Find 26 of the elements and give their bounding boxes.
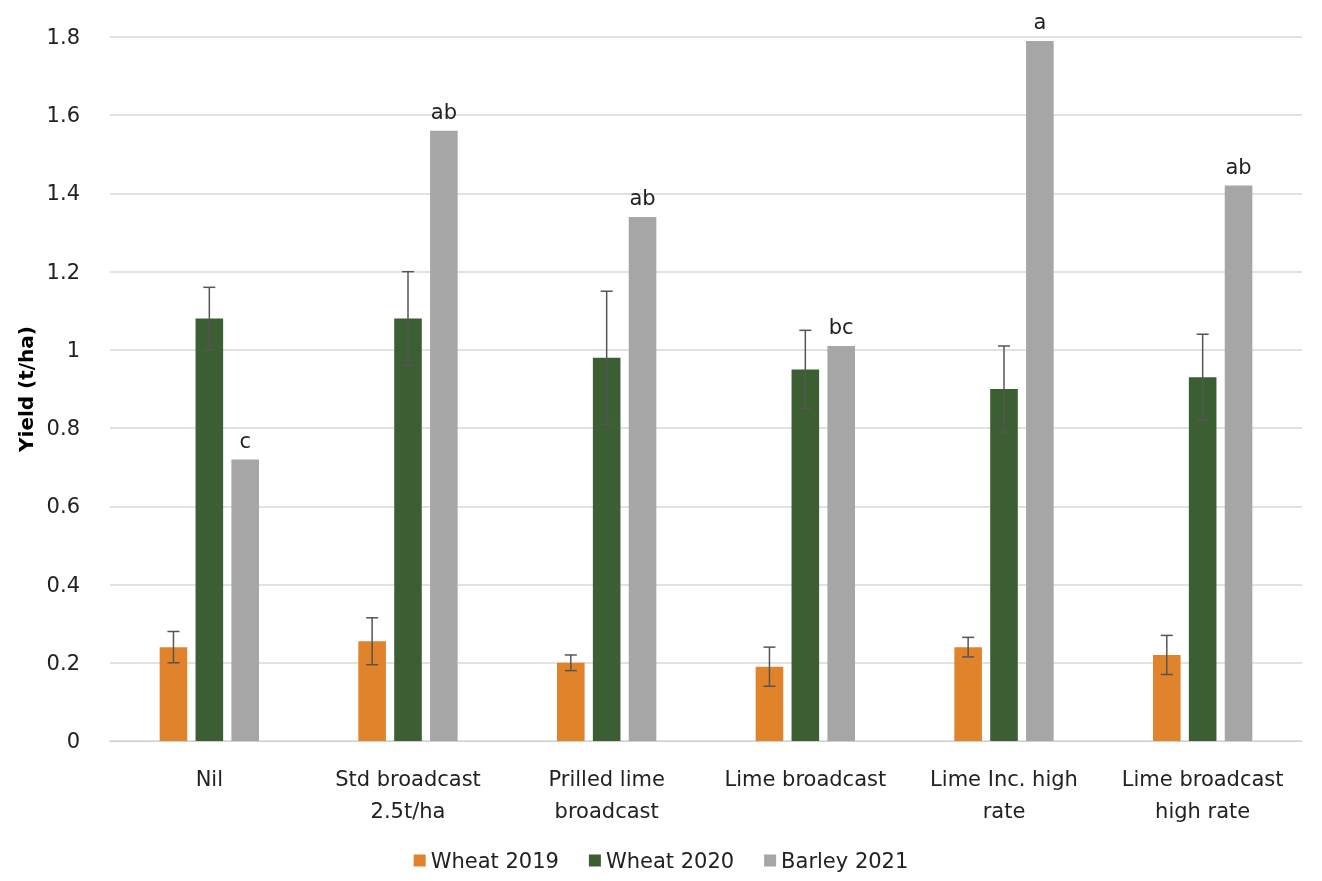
legend-label: Wheat 2019: [430, 848, 559, 873]
y-tick-label: 1.6: [46, 103, 80, 128]
y-tick-label: 1.2: [46, 259, 80, 284]
legend-label: Barley 2021: [781, 848, 909, 873]
data-label: bc: [828, 315, 854, 340]
y-tick-label: 1.4: [46, 181, 80, 206]
data-label: ab: [1225, 155, 1252, 180]
data-label: a: [1033, 10, 1047, 35]
y-axis-title: Yield (t/ha): [13, 326, 38, 453]
x-tick-label: Lime broadcast: [724, 767, 887, 791]
y-tick-label: 0.6: [46, 494, 80, 519]
y-tick-label: 1: [66, 337, 80, 362]
y-tick-label: 0.8: [46, 416, 80, 441]
y-tick-label: 0.4: [46, 572, 80, 597]
data-label: ab: [629, 186, 656, 211]
x-tick-label: Lime Inc. high rate: [930, 767, 1078, 823]
x-tick-label: Std broadcast 2.5t/ha: [335, 767, 481, 823]
y-tick-label: 0: [66, 729, 80, 753]
x-tick-label: Prilled lime broadcast: [548, 767, 665, 823]
data-label: c: [239, 428, 251, 453]
x-tick-label: Nil: [195, 767, 224, 791]
legend-label: Wheat 2020: [605, 848, 735, 873]
y-tick-label: 1.8: [46, 25, 80, 49]
data-label: ab: [430, 100, 457, 125]
y-tick-label: 0.2: [46, 650, 80, 675]
x-tick-label: Lime broadcast high rate: [1121, 767, 1284, 823]
